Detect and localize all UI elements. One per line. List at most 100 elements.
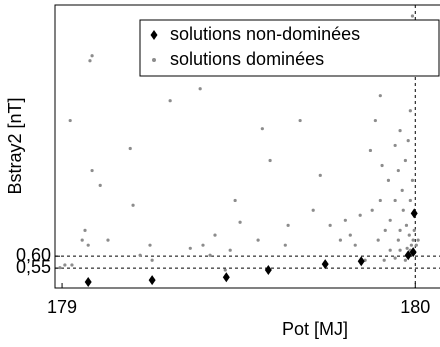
point bbox=[401, 208, 405, 212]
point bbox=[223, 268, 227, 272]
point bbox=[398, 248, 402, 252]
point bbox=[380, 163, 384, 168]
point bbox=[396, 238, 400, 242]
point bbox=[373, 118, 377, 123]
point bbox=[283, 243, 287, 247]
x-tick-label: 180 bbox=[400, 297, 430, 317]
point bbox=[90, 168, 94, 173]
point bbox=[358, 213, 362, 217]
legend-marker bbox=[150, 30, 158, 40]
point bbox=[311, 208, 315, 212]
point bbox=[383, 228, 387, 232]
point bbox=[409, 243, 413, 247]
point bbox=[403, 258, 407, 262]
point bbox=[148, 275, 156, 286]
point bbox=[128, 146, 132, 151]
point bbox=[348, 233, 352, 237]
point bbox=[256, 238, 260, 242]
point bbox=[388, 218, 392, 222]
legend-box bbox=[139, 19, 440, 77]
point bbox=[403, 158, 407, 163]
legend-marker bbox=[152, 58, 156, 62]
point bbox=[268, 158, 272, 163]
point bbox=[233, 198, 237, 203]
point bbox=[393, 198, 397, 203]
point bbox=[68, 118, 72, 123]
point bbox=[90, 54, 94, 58]
point bbox=[201, 243, 205, 247]
y-tick-label: 0,60 bbox=[16, 245, 51, 265]
point bbox=[321, 259, 329, 270]
point bbox=[88, 59, 92, 63]
point bbox=[83, 228, 87, 232]
point bbox=[393, 256, 397, 260]
point bbox=[264, 265, 272, 276]
point bbox=[260, 127, 264, 131]
point bbox=[414, 243, 418, 247]
point bbox=[228, 248, 232, 252]
point bbox=[208, 253, 212, 257]
point bbox=[98, 183, 102, 187]
point bbox=[382, 258, 386, 262]
point bbox=[388, 248, 392, 252]
point bbox=[378, 94, 382, 98]
point bbox=[286, 223, 290, 227]
point bbox=[410, 178, 415, 182]
point bbox=[222, 272, 230, 283]
legend-label: solutions non-dominées bbox=[170, 24, 360, 44]
point bbox=[131, 203, 135, 207]
point bbox=[70, 263, 74, 267]
point bbox=[353, 243, 357, 247]
point bbox=[400, 188, 404, 192]
point bbox=[63, 263, 67, 267]
point bbox=[393, 143, 397, 148]
point bbox=[368, 148, 373, 153]
point bbox=[411, 238, 415, 242]
point bbox=[84, 277, 92, 288]
legend-label: solutions dominées bbox=[170, 49, 324, 69]
point bbox=[378, 198, 382, 203]
plot-frame bbox=[54, 4, 440, 289]
point bbox=[406, 139, 410, 143]
point bbox=[188, 246, 192, 250]
point bbox=[398, 128, 402, 133]
point bbox=[410, 14, 415, 18]
point bbox=[343, 218, 347, 222]
point bbox=[148, 243, 152, 247]
point bbox=[298, 118, 302, 123]
point bbox=[405, 246, 409, 250]
point bbox=[408, 109, 412, 113]
point bbox=[213, 233, 217, 237]
x-tick-label: 179 bbox=[47, 297, 77, 317]
point bbox=[357, 256, 365, 267]
point bbox=[398, 228, 402, 232]
point bbox=[328, 223, 332, 227]
point bbox=[150, 258, 154, 262]
point bbox=[407, 233, 411, 237]
point bbox=[168, 99, 172, 103]
point bbox=[198, 87, 202, 91]
x-axis-label: Pot [MJ] bbox=[282, 319, 348, 339]
point bbox=[409, 247, 417, 258]
point bbox=[370, 208, 374, 212]
point bbox=[386, 178, 391, 182]
point bbox=[238, 220, 242, 224]
point bbox=[416, 238, 420, 242]
point bbox=[410, 208, 418, 219]
point bbox=[396, 168, 400, 173]
point bbox=[412, 228, 416, 232]
point bbox=[338, 238, 342, 242]
point bbox=[318, 173, 322, 177]
y-axis-label: Bstray2 [nT] bbox=[5, 97, 25, 194]
point bbox=[80, 238, 84, 242]
point bbox=[86, 243, 90, 247]
point bbox=[58, 266, 62, 270]
point bbox=[404, 223, 409, 227]
point bbox=[404, 250, 412, 261]
point bbox=[376, 238, 380, 242]
point bbox=[138, 253, 142, 257]
point bbox=[106, 238, 110, 242]
point bbox=[408, 198, 412, 203]
y-tick-label: 0,55 bbox=[16, 257, 51, 277]
